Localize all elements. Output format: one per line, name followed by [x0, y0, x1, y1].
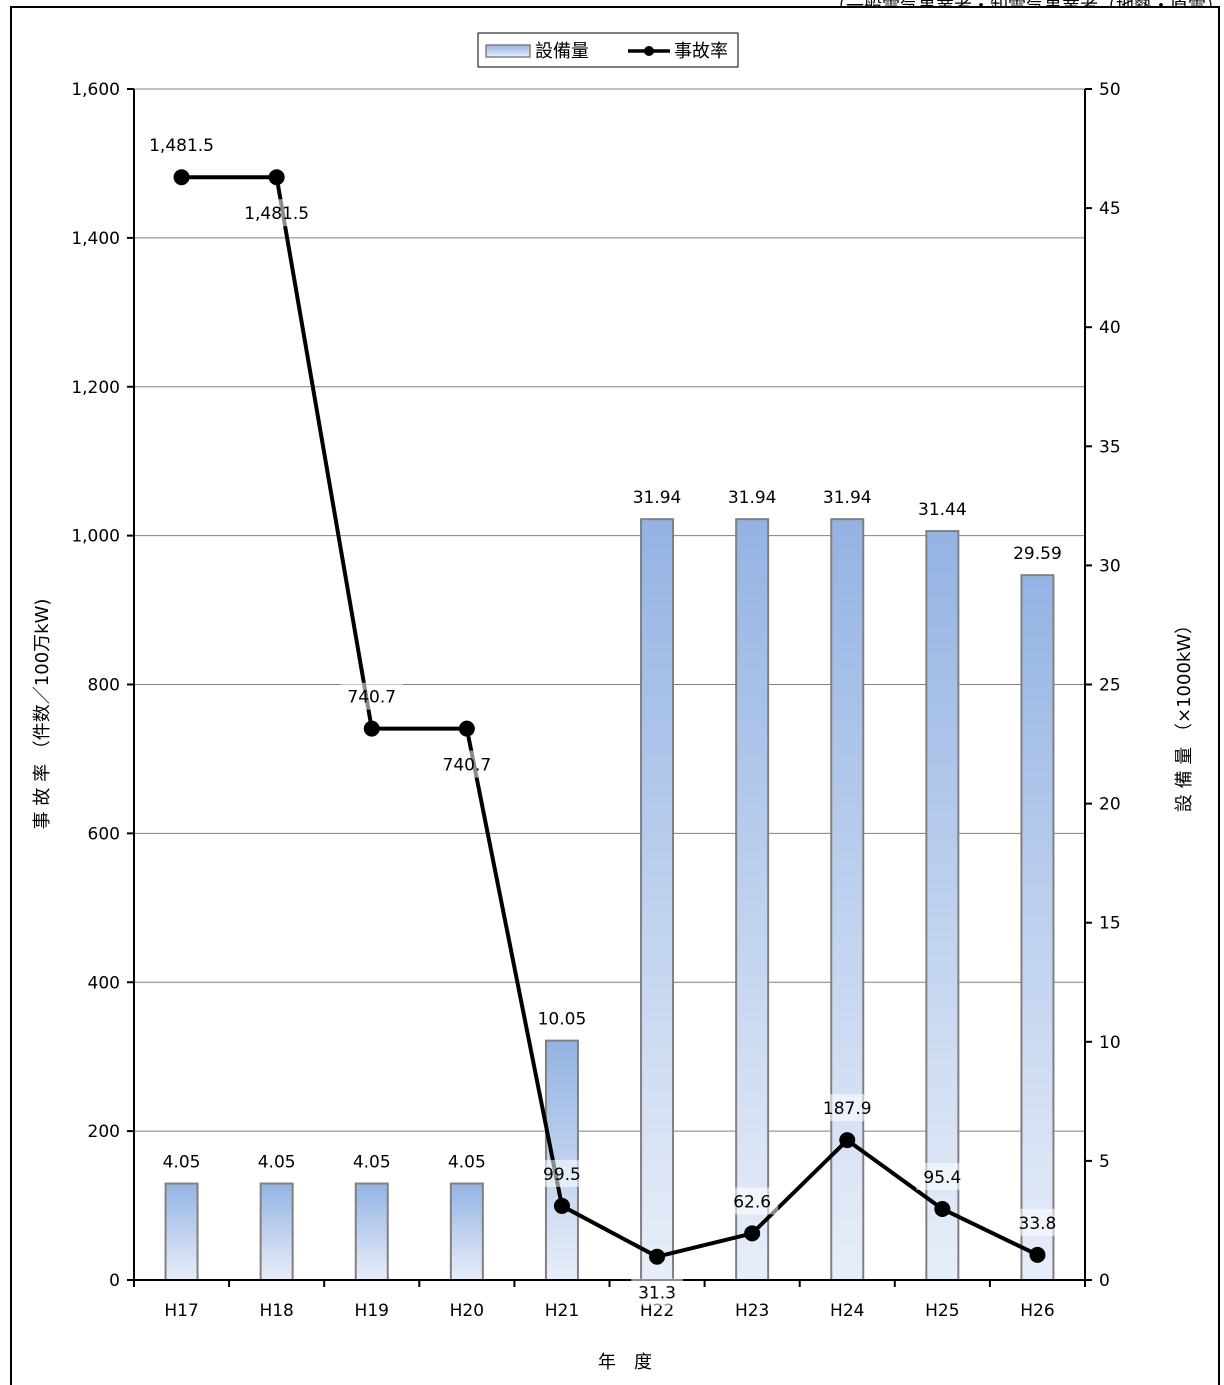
bar-value-label: 4.05: [258, 1153, 296, 1173]
y-left-tick-label: 800: [88, 676, 120, 696]
y-left-tick-label: 1,600: [71, 80, 120, 100]
y-right-tick-label: 25: [1099, 676, 1121, 696]
line-point: [173, 169, 190, 186]
bar-value-label: 31.94: [633, 488, 682, 508]
y-right-tick-label: 20: [1099, 795, 1121, 815]
legend: 設備量 事故率: [477, 32, 739, 68]
y-left-tick-label: 1,200: [71, 378, 120, 398]
line-value-label: 33.8: [1019, 1214, 1057, 1234]
line-label-bg: [916, 1162, 969, 1190]
y-right-tick-label: 35: [1099, 437, 1121, 457]
axes: 0 200 400 600 800 1,000 1,200 1,400 1,600 0 5 10 15 2…: [71, 80, 1120, 1321]
y-right-tick-label: 50: [1099, 80, 1121, 100]
y-axis-right-title: 設 備 量 （×1000kW）: [1174, 616, 1195, 812]
y-left-tick-label: 400: [88, 973, 120, 993]
line-point: [553, 1197, 570, 1214]
bar: [735, 518, 770, 1281]
bar: [1020, 574, 1055, 1281]
y-right-tick-label: 15: [1099, 914, 1121, 934]
line-point: [458, 720, 475, 737]
bar: [830, 518, 865, 1281]
line-value-label: 99.5: [543, 1165, 581, 1185]
line-label-bg: [631, 1278, 684, 1306]
line-point: [839, 1132, 856, 1149]
y-axis-left-title: 事 故 率 （件数／100万kW): [32, 599, 53, 830]
line-label-bg: [140, 131, 223, 159]
line-point: [363, 720, 380, 737]
line-point: [649, 1248, 666, 1265]
y-right-tick-label: 40: [1099, 318, 1121, 338]
line-value-label: 31.3: [638, 1284, 676, 1304]
line-value-label: 62.6: [733, 1192, 771, 1212]
line-value-label: 95.4: [923, 1168, 961, 1188]
bar-value-label: 29.59: [1013, 544, 1062, 564]
x-tick-label: H23: [735, 1301, 769, 1321]
y-left-tick-label: 1,400: [71, 229, 120, 249]
line-label-bg: [1011, 1208, 1064, 1236]
y-right-tick-label: 0: [1099, 1271, 1110, 1291]
y-right-tick-label: 30: [1099, 556, 1121, 576]
x-tick-label: H18: [259, 1301, 293, 1321]
data-labels: 4.05 4.05 4.05 4.05 10.05 31.94 31.94 31.94 31.4…: [140, 131, 1064, 1306]
legend-line-label: 事故率: [674, 41, 728, 62]
line-value-label: 1,481.5: [149, 136, 214, 156]
y-left-tick-label: 200: [88, 1122, 120, 1142]
line-value-label: 1,481.5: [244, 204, 309, 224]
bar-value-label: 4.05: [163, 1153, 201, 1173]
x-tick-label: H19: [355, 1301, 389, 1321]
legend-line-marker: [644, 46, 654, 56]
line-value-label: 187.9: [823, 1099, 872, 1119]
bar: [164, 1182, 199, 1282]
bar: [925, 530, 960, 1281]
line-value-label: 740.7: [443, 756, 492, 776]
x-tick-label: H20: [450, 1301, 484, 1321]
y-right-tick-label: 10: [1099, 1033, 1121, 1053]
legend-bar-label: 設備量: [535, 41, 589, 62]
x-tick-label: H26: [1020, 1301, 1054, 1321]
bar: [259, 1182, 294, 1282]
x-axis-title: 年 度: [598, 1352, 652, 1373]
bar-value-label: 31.94: [823, 488, 872, 508]
line-label-bg: [435, 750, 498, 778]
chart-frame: [10, 6, 1220, 1385]
line-point: [268, 169, 285, 186]
bar-value-label: 4.05: [353, 1153, 391, 1173]
line-label-bg: [235, 199, 318, 227]
x-tick-label: H21: [545, 1301, 579, 1321]
line-point: [934, 1200, 951, 1217]
y-right-tick-label: 45: [1099, 199, 1121, 219]
legend-bar-swatch: [485, 44, 531, 58]
y-left-tick-label: 600: [88, 824, 120, 844]
bar-value-label: 31.94: [728, 488, 777, 508]
bar-value-label: 31.44: [918, 500, 967, 520]
y-left-tick-label: 1,000: [71, 527, 120, 547]
bar: [449, 1182, 484, 1282]
bar-value-label: 10.05: [538, 1010, 587, 1030]
line-series: [173, 169, 1046, 1265]
line-label-bg: [535, 1159, 588, 1187]
x-tick-label: H25: [925, 1301, 959, 1321]
line-value-label: 740.7: [347, 688, 396, 708]
series-line: [181, 175, 1039, 1259]
x-tick-label: H17: [164, 1301, 198, 1321]
x-tick-label: H22: [640, 1301, 674, 1321]
x-tick-label: H24: [830, 1301, 864, 1321]
line-point: [1029, 1246, 1046, 1263]
bar-value-label: 4.05: [448, 1153, 486, 1173]
line-label-bg: [816, 1094, 879, 1122]
line-label-bg: [340, 682, 403, 710]
bar: [640, 518, 675, 1281]
y-right-tick-label: 5: [1099, 1152, 1110, 1172]
y-left-tick-label: 0: [109, 1271, 120, 1291]
line-point: [744, 1225, 761, 1242]
bar: [354, 1182, 389, 1282]
line-label-bg: [726, 1187, 779, 1215]
